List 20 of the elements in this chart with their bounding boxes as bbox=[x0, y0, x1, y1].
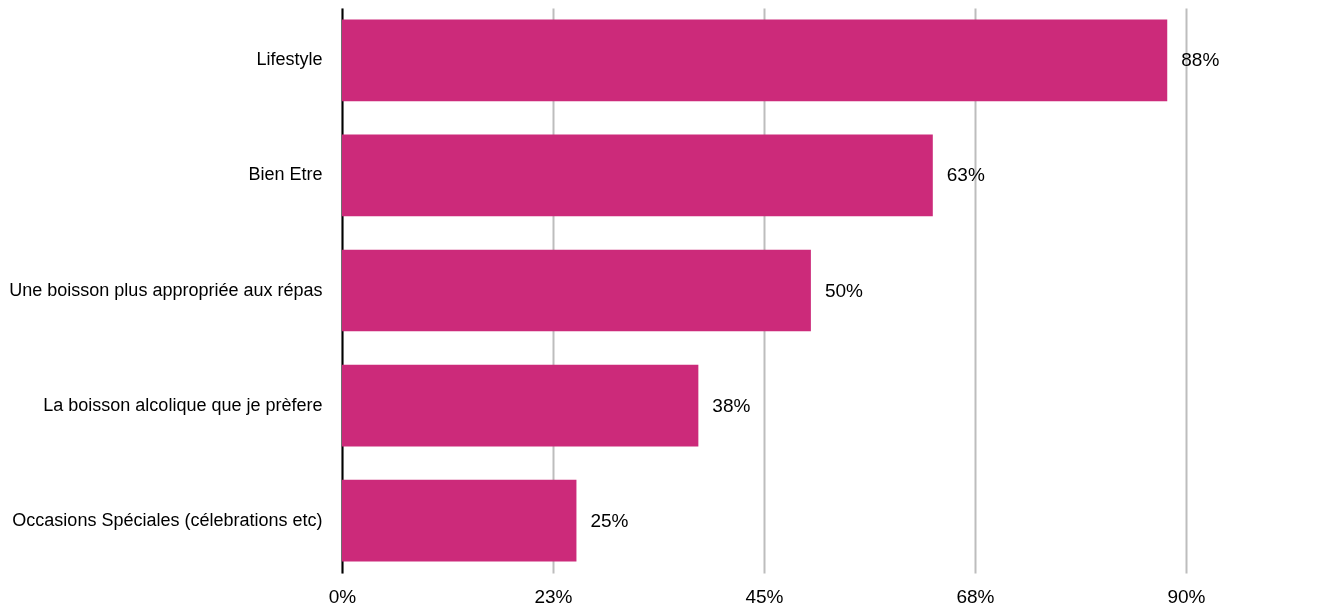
x-tick-label: 0% bbox=[328, 585, 357, 607]
data-label: 88% bbox=[1181, 49, 1220, 71]
bar bbox=[342, 249, 811, 332]
x-tick-label: 90% bbox=[1167, 585, 1206, 607]
x-tick-label: 68% bbox=[956, 585, 995, 607]
y-tick-label: Occasions Spéciales (célebrations etc) bbox=[12, 509, 323, 530]
bar bbox=[342, 364, 699, 447]
bar bbox=[342, 479, 577, 562]
data-label: 50% bbox=[824, 279, 864, 301]
bar bbox=[342, 134, 933, 217]
bar bbox=[342, 19, 1168, 102]
x-tick-label: 23% bbox=[534, 585, 573, 607]
data-label: 25% bbox=[590, 509, 629, 531]
y-tick-label: Bien Etre bbox=[248, 164, 323, 185]
x-tick-label: 45% bbox=[745, 585, 784, 607]
y-tick-label: Une boisson plus appropriée aux répas bbox=[9, 279, 323, 300]
data-label: 38% bbox=[712, 394, 751, 416]
y-tick-label: La boisson alcolique que je prèfere bbox=[43, 394, 323, 415]
data-label: 63% bbox=[946, 164, 985, 186]
y-tick-label: Lifestyle bbox=[256, 49, 323, 70]
